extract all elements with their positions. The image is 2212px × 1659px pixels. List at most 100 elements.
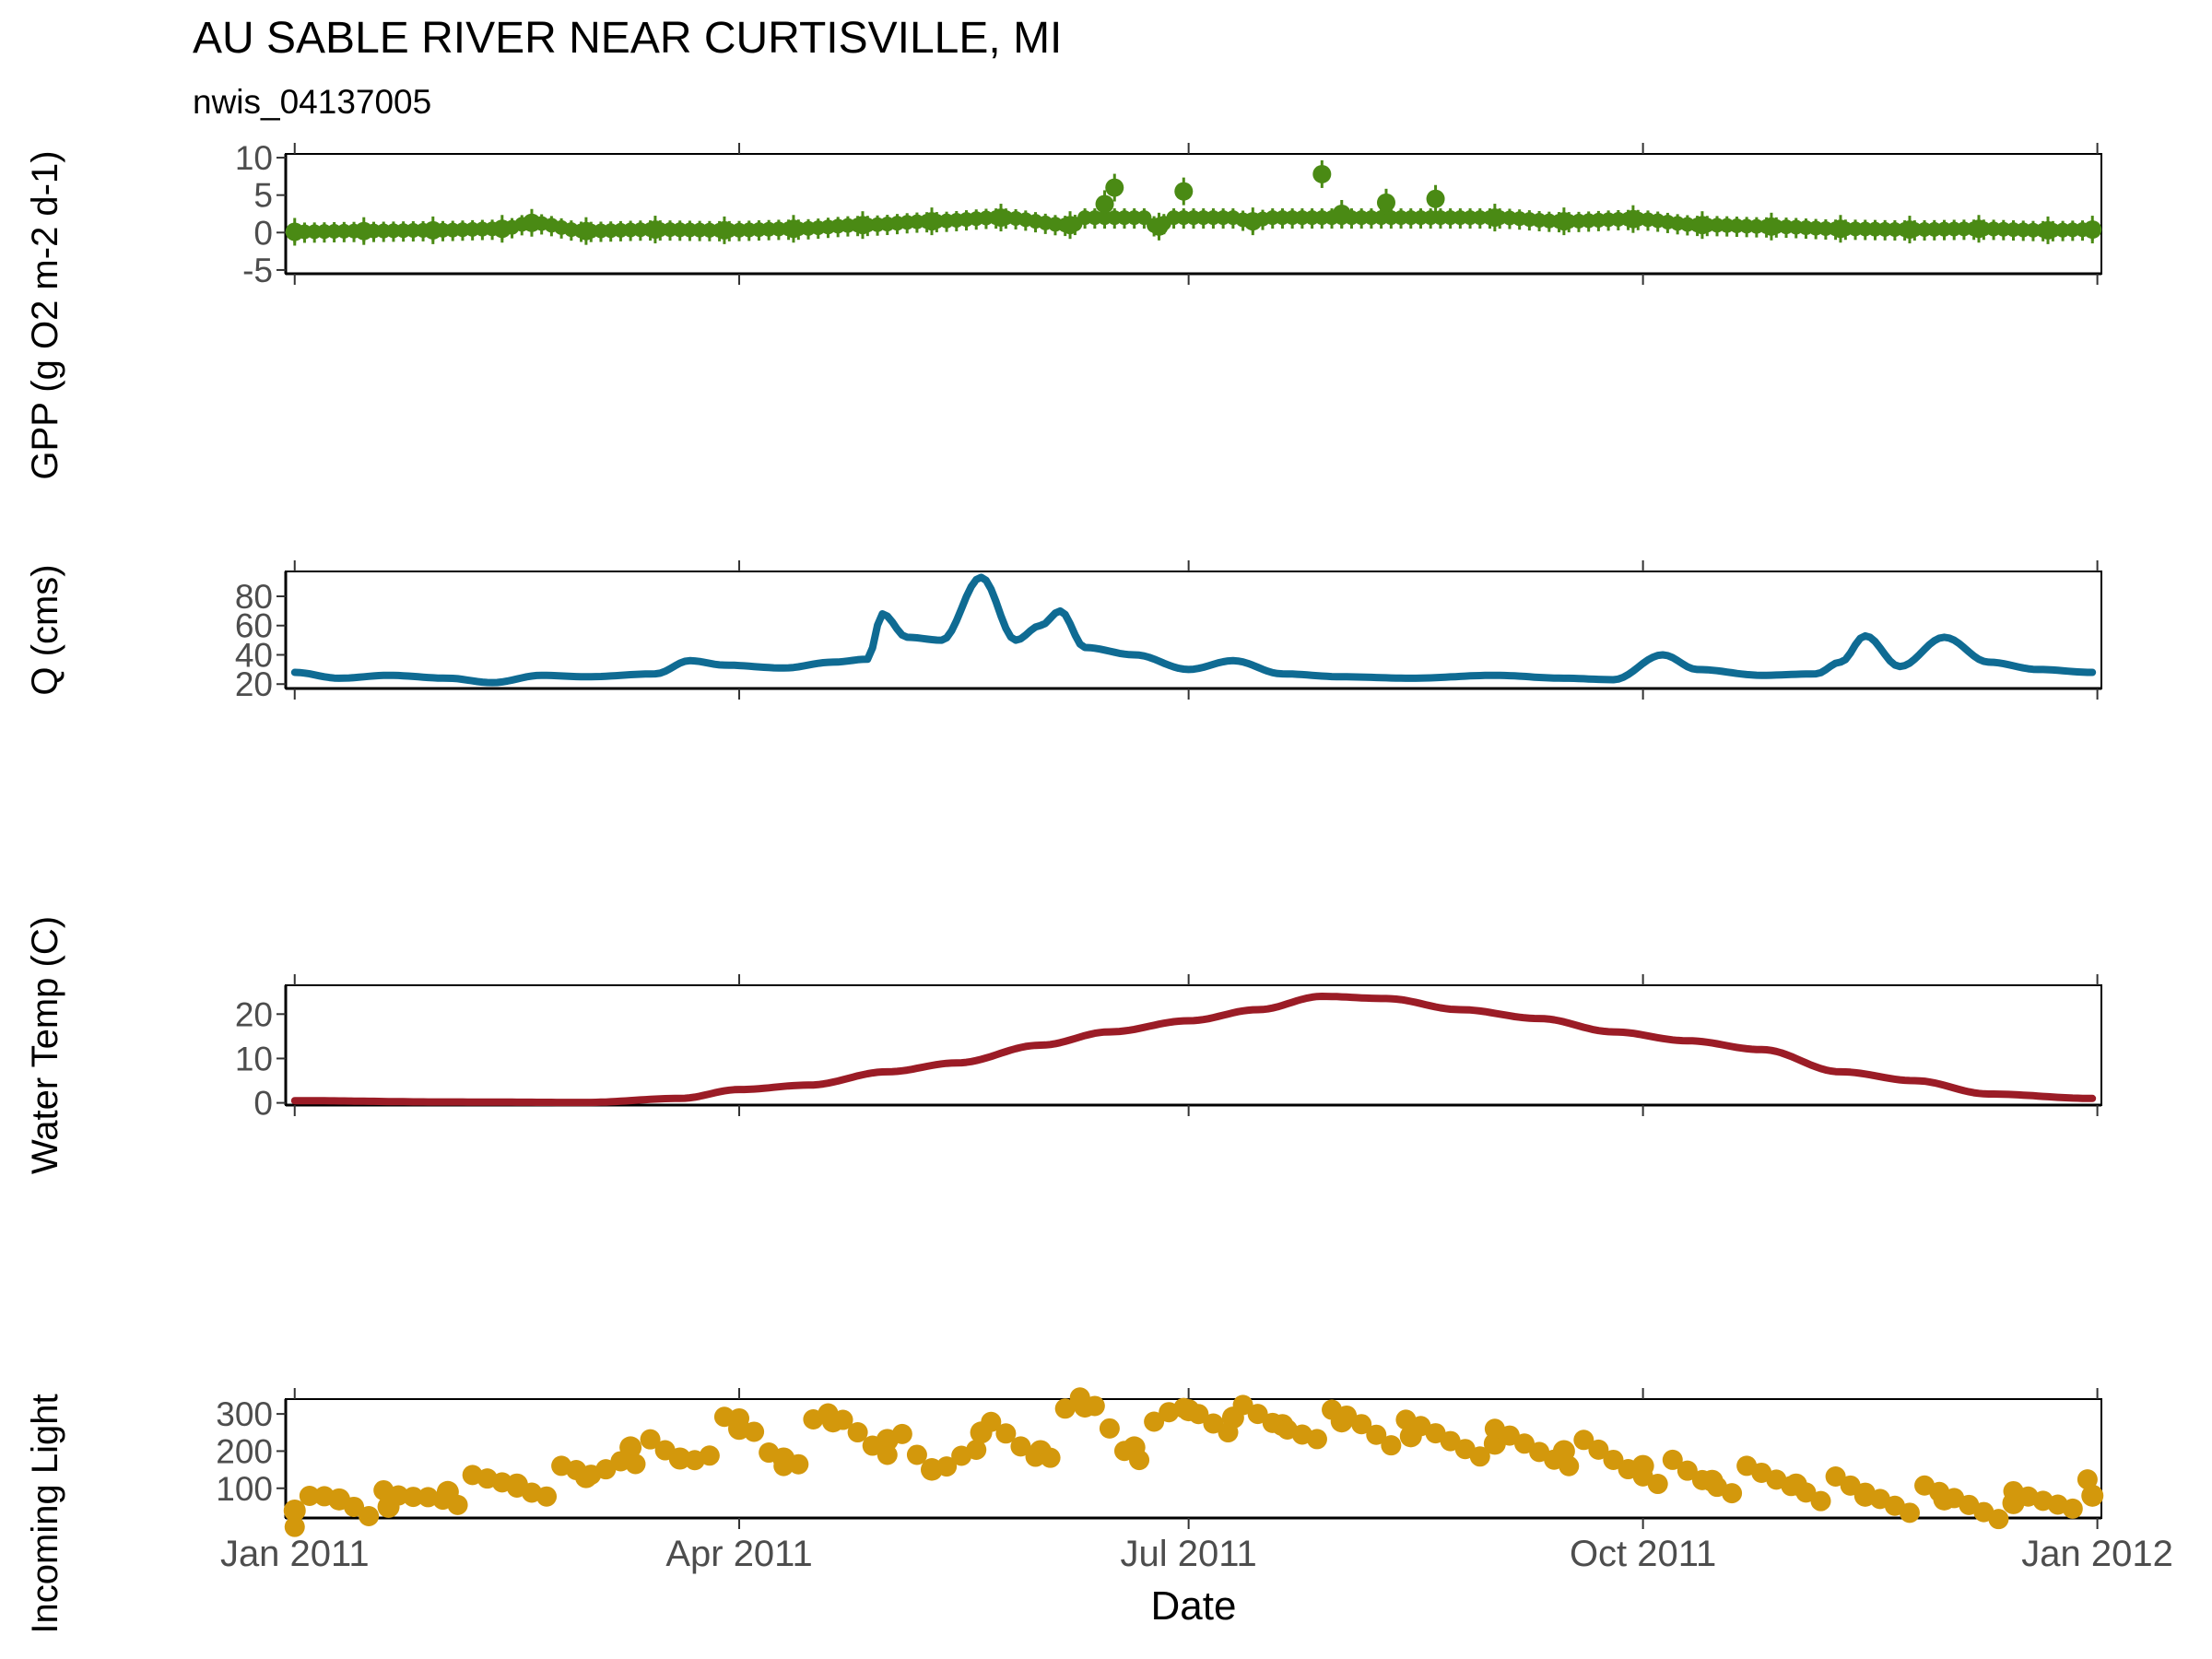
data-point (1381, 1435, 1402, 1456)
data-point (538, 672, 545, 678)
data-point (1336, 1405, 1358, 1426)
data-point (1057, 607, 1064, 614)
data-point (1684, 1038, 1690, 1044)
data-point (2081, 1484, 2104, 1507)
data-point (953, 1060, 959, 1066)
data-point (1970, 219, 1989, 239)
data-point (344, 1496, 365, 1517)
data-point (1610, 1029, 1617, 1035)
x-tick-label: Jan 2011 (220, 1534, 370, 1574)
data-point (522, 213, 541, 232)
data-point (759, 1442, 780, 1464)
data-point (884, 1068, 890, 1075)
data-point (773, 1455, 794, 1477)
data-point (1136, 210, 1152, 226)
data-point (832, 1409, 853, 1430)
data-point (938, 637, 945, 643)
data-point (1499, 1425, 1520, 1446)
data-point (687, 657, 693, 664)
data-point (1692, 216, 1712, 235)
data-point (1319, 994, 1325, 1000)
data-point (291, 669, 298, 676)
data-point (1810, 1490, 1831, 1512)
chart-title: AU SABLE RIVER NEAR CURTISVILLE, MI (193, 14, 1063, 63)
data-point (1837, 659, 1843, 665)
y-tick-label: 20 (235, 665, 273, 703)
data-point (1149, 217, 1169, 236)
data-point (354, 221, 373, 241)
data-point (1037, 622, 1043, 629)
y-tick-label: 0 (253, 214, 273, 252)
data-point (1554, 212, 1573, 231)
data-point (1426, 189, 1445, 208)
panel-border (285, 984, 2102, 1106)
data-point (992, 208, 1011, 228)
y-axis-label: GPP (g O2 m-2 d-1) (25, 150, 65, 479)
data-point (853, 216, 872, 235)
y-tick-label: 300 (216, 1395, 273, 1433)
data-point (1069, 1387, 1090, 1408)
data-point (830, 659, 836, 665)
data-point (1382, 995, 1389, 1002)
data-point (388, 1485, 409, 1506)
data-point (299, 1486, 320, 1507)
data-point (1013, 637, 1019, 643)
data-point (1131, 652, 1137, 658)
data-point (1573, 1430, 1594, 1451)
data-point (862, 1435, 883, 1456)
data-point (978, 574, 984, 581)
data-point (847, 1422, 868, 1443)
y-tick-label: 20 (235, 995, 273, 1033)
data-point (1440, 1430, 1461, 1452)
series-line (290, 993, 2097, 1107)
data-point (1040, 1447, 1061, 1468)
data-point (2039, 220, 2058, 240)
data-point (1722, 1483, 1743, 1504)
data-point (1862, 632, 1868, 639)
data-point (921, 1457, 942, 1478)
data-point (714, 220, 734, 240)
data-point (447, 1494, 468, 1515)
series-line (290, 573, 2097, 687)
data-point (645, 220, 665, 240)
data-point (1144, 1411, 1165, 1432)
data-point (335, 675, 342, 681)
data-point (625, 1453, 646, 1475)
data-point (1407, 675, 1414, 681)
data-point (1759, 1046, 1765, 1053)
data-point (1113, 1441, 1135, 1462)
x-tick-label: Jan 2012 (2021, 1534, 2173, 1574)
data-point (744, 1421, 765, 1442)
data-point (1376, 193, 1395, 212)
x-axis-label: Date (1151, 1583, 1237, 1629)
data-point (1099, 1418, 1120, 1439)
y-tick-label: 80 (235, 578, 273, 616)
y-tick-label: 10 (235, 139, 273, 177)
data-point (2089, 669, 2096, 676)
data-point (444, 1099, 451, 1105)
data-point (2062, 1498, 2083, 1519)
data-point (1514, 1433, 1535, 1454)
data-point (783, 219, 803, 239)
data-point (284, 1516, 305, 1537)
data-point (1985, 1090, 1992, 1097)
data-point (1588, 1439, 1609, 1460)
data-point (536, 1486, 558, 1507)
data-point (423, 220, 442, 240)
y-axis-label: Incoming Light (25, 1394, 65, 1633)
data-point (1457, 1006, 1464, 1013)
data-point (1941, 634, 1947, 641)
data-point (1188, 1404, 1209, 1425)
data-point (1897, 664, 1903, 670)
data-point (1677, 1460, 1698, 1481)
data-point (729, 1407, 750, 1429)
data-point (669, 1448, 690, 1469)
data-point (385, 672, 392, 678)
data-point (1061, 216, 1080, 235)
data-point (576, 221, 595, 241)
data-point (1338, 674, 1345, 680)
data-point (1129, 1450, 1150, 1471)
data-point (489, 679, 496, 686)
